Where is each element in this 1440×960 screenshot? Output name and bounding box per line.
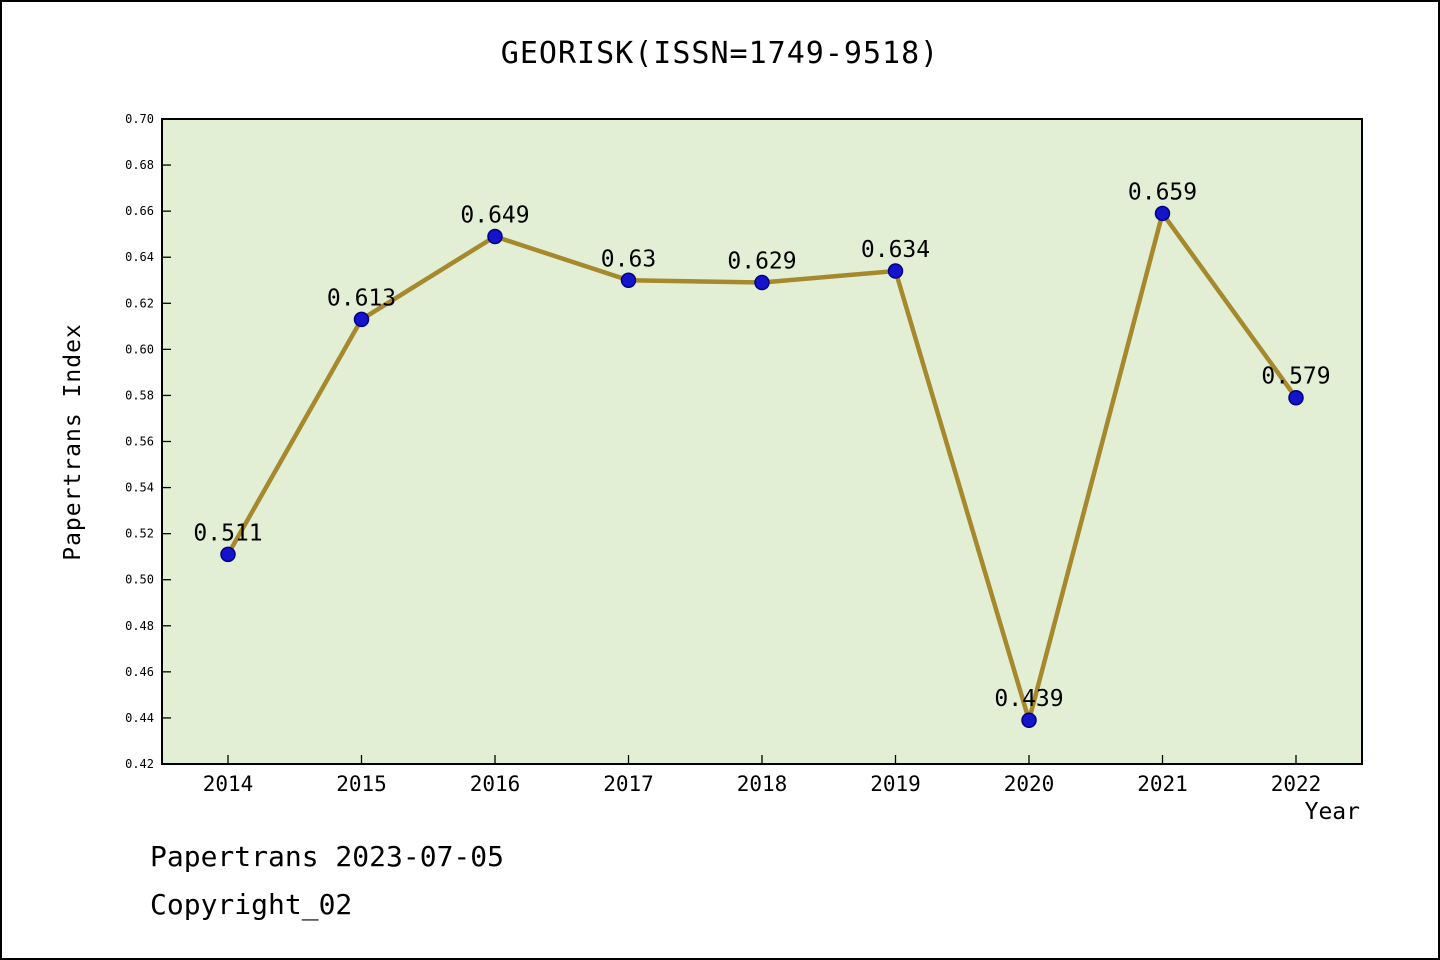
data-point: [887, 263, 904, 279]
data-point: [1154, 205, 1171, 222]
data-point: [353, 311, 370, 328]
plot-area: [161, 118, 1363, 765]
y-tick-label: 0.68: [125, 158, 154, 172]
x-axis-label: Year: [1305, 799, 1360, 825]
y-tick-label: 0.58: [125, 388, 154, 402]
footer-date: Papertrans 2023-07-05: [150, 840, 505, 873]
y-tick-label: 0.48: [125, 619, 154, 633]
x-tick-label: 2017: [603, 772, 654, 796]
data-point: [487, 228, 503, 245]
y-tick-label: 0.42: [125, 757, 154, 771]
x-tick-label: 2020: [1004, 772, 1055, 796]
y-tick-label: 0.60: [125, 342, 154, 356]
point-label: 0.63: [601, 246, 656, 272]
y-tick-label: 0.54: [125, 481, 154, 495]
data-point: [1288, 389, 1304, 406]
point-label: 0.579: [1261, 364, 1330, 390]
y-tick-label: 0.64: [125, 250, 154, 264]
point-label: 0.634: [861, 237, 930, 263]
y-tick-label: 0.66: [125, 204, 154, 218]
data-point: [620, 272, 637, 288]
y-tick-label: 0.52: [125, 527, 154, 541]
x-tick-label: 2022: [1271, 772, 1322, 796]
point-label: 0.659: [1128, 179, 1197, 205]
y-tick-label: 0.50: [125, 573, 154, 587]
footer-copyright: Copyright_02: [150, 888, 353, 921]
chart-title: GEORISK(ISSN=1749-9518): [500, 36, 940, 71]
y-tick-label: 0.44: [125, 711, 154, 725]
x-tick-label: 2018: [737, 772, 788, 796]
y-tick-label: 0.46: [125, 665, 154, 679]
y-tick-label: 0.56: [125, 435, 154, 449]
x-tick-label: 2015: [336, 772, 387, 796]
point-label: 0.439: [994, 686, 1063, 712]
x-tick-label: 2019: [870, 772, 921, 796]
data-point: [220, 546, 236, 563]
point-label: 0.613: [327, 285, 396, 311]
data-point: [754, 274, 770, 291]
x-tick-label: 2021: [1137, 772, 1188, 796]
data-point: [1021, 712, 1037, 728]
y-tick-label: 0.62: [125, 296, 154, 310]
point-label: 0.649: [460, 202, 529, 228]
x-tick-label: 2016: [470, 772, 521, 796]
x-tick-label: 2014: [203, 772, 254, 796]
y-tick-label: 0.70: [125, 112, 154, 126]
y-axis-label: Papertrans Index: [60, 323, 86, 561]
point-label: 0.629: [727, 249, 796, 275]
point-label: 0.511: [193, 520, 262, 546]
